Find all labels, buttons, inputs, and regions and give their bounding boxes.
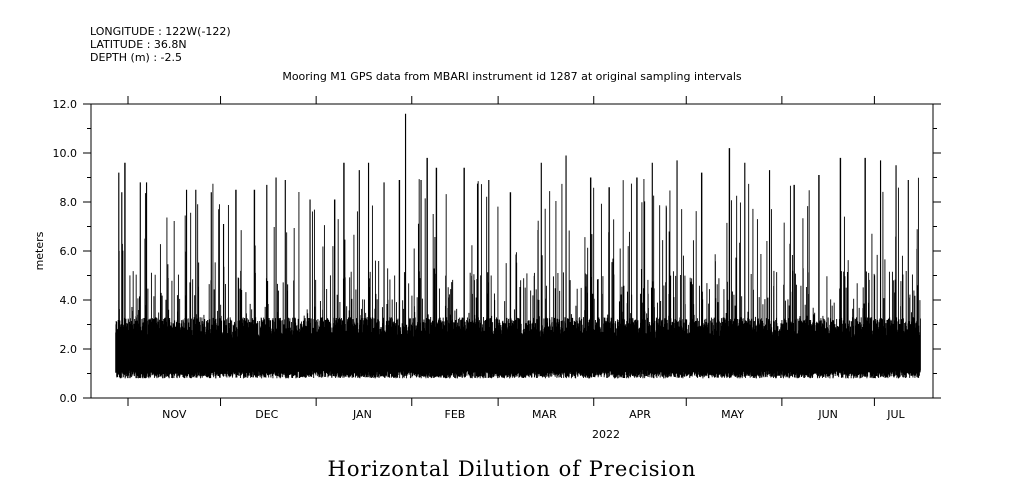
y-tick-label: 12.0 (53, 98, 78, 111)
x-tick-label: MAY (721, 408, 744, 421)
y-tick-label: 2.0 (60, 343, 78, 356)
x-axis-label: 2022 (592, 428, 620, 441)
x-tick-label: JUL (886, 408, 905, 421)
x-tick-label: NOV (162, 408, 187, 421)
y-axis-label: meters (33, 231, 46, 270)
y-tick-label: 6.0 (60, 245, 78, 258)
x-tick-label: MAR (532, 408, 557, 421)
depth-label: DEPTH (m) : -2.5 (90, 51, 182, 64)
longitude-label: LONGITUDE : 122W(-122) (90, 25, 231, 38)
x-tick-label: FEB (445, 408, 466, 421)
x-tick-label: DEC (255, 408, 278, 421)
x-tick-label: APR (629, 408, 651, 421)
chart-title: Mooring M1 GPS data from MBARI instrumen… (282, 70, 742, 83)
y-tick-label: 0.0 (60, 392, 78, 405)
x-tick-label: JUN (817, 408, 838, 421)
axes: 0.0 2.0 4.0 6.0 8.0 10.0 12.0 NOV DEC JAN FEB MAR AP… (53, 96, 941, 421)
latitude-label: LATITUDE : 36.8N (90, 38, 187, 51)
y-tick-label: 10.0 (53, 147, 78, 160)
x-tick-label: JAN (352, 408, 372, 421)
y-tick-label: 8.0 (60, 196, 78, 209)
y-tick-label: 4.0 (60, 294, 78, 307)
figure-caption: Horizontal Dilution of Precision (328, 457, 697, 481)
hdop-series-line (115, 113, 921, 379)
data-series (115, 113, 921, 379)
